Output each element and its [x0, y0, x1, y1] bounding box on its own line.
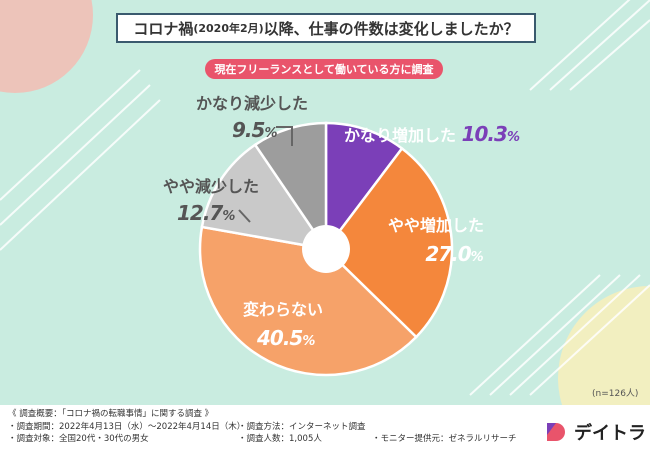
label-slightly-decreased-name: やや減少した [163, 177, 260, 196]
label-slightly-increased: やや増加した 27.0% [388, 216, 485, 265]
label-unchanged-unit: % [302, 334, 315, 349]
label-slightly-decreased-unit: % [222, 209, 235, 224]
label-greatly-decreased-name: かなり減少した [196, 94, 309, 113]
survey-target-text: 調査対象：全国20代・30代の男女 [16, 434, 149, 444]
survey-people: ・調査人数：1,005人 [238, 434, 322, 444]
label-greatly-decreased-unit: % [264, 126, 277, 141]
label-slightly-increased-value: 27.0% [424, 244, 484, 264]
survey-target-badge: 現在フリーランスとして働いている方に調査 [205, 59, 443, 79]
survey-footer: 《 調査概要：「コロナ禍の転職事情」に関する調査 》 ・調査期間：2022年4月… [0, 405, 650, 450]
label-unchanged-num: 40.5 [257, 326, 303, 350]
background-decoration [0, 0, 650, 405]
label-greatly-decreased-value: 9.5% [232, 120, 308, 140]
label-greatly-decreased: かなり減少した 9.5% [196, 94, 309, 141]
survey-method-text: 調査方法：インターネット調査 [246, 422, 366, 432]
pie-chart [198, 121, 454, 377]
label-greatly-increased-name: かなり増加した [344, 126, 457, 145]
sample-size-note: (n=126人) [592, 389, 639, 399]
title-text-date: (2020年2月) [193, 22, 264, 35]
survey-period-text: 調査期間：2022年4月13日（水）～2022年4月14日（木） [16, 422, 246, 432]
label-greatly-increased-num: 10.3 [461, 122, 508, 146]
survey-period: ・調査期間：2022年4月13日（水）～2022年4月14日（木） [8, 422, 246, 432]
label-greatly-increased: かなり増加した 10.3% [344, 122, 520, 146]
title-text-question: 以降、仕事の件数は変化しましたか？ [263, 19, 519, 38]
survey-target: ・調査対象：全国20代・30代の男女 [8, 434, 149, 444]
brand-mark-icon [547, 423, 565, 441]
corner-circle-yellow [558, 286, 650, 405]
slice-slightly-increased [324, 146, 454, 339]
survey-provider-text: モニター提供元：ゼネラルリサーチ [380, 434, 517, 444]
label-slightly-decreased-num: 12.7 [177, 201, 223, 225]
donut-hole [302, 225, 350, 273]
label-slightly-increased-num: 27.0 [425, 242, 471, 266]
label-greatly-decreased-num: 9.5 [232, 118, 265, 142]
label-greatly-increased-unit: % [506, 130, 520, 145]
brand-logo: デイトラ [544, 419, 646, 445]
label-unchanged: 変わらない 40.5% [243, 300, 324, 349]
label-unchanged-name: 変わらない [243, 300, 324, 319]
label-slightly-decreased: やや減少した 12.7% [163, 177, 260, 224]
survey-title: 《 調査概要：「コロナ禍の転職事情」に関する調査 》 [8, 409, 214, 419]
brand-name: デイトラ [574, 423, 646, 444]
diagonal-lines [0, 0, 650, 396]
label-slightly-increased-name: やや増加した [388, 216, 485, 235]
survey-people-text: 調査人数：1,005人 [246, 434, 322, 444]
survey-provider: ・モニター提供元：ゼネラルリサーチ [372, 434, 517, 444]
slice-unchanged [198, 225, 418, 377]
title-text-main: コロナ禍 [133, 19, 194, 38]
corner-circle-pink [0, 0, 93, 93]
slice-greatly-increased [324, 121, 404, 253]
chart-title: コロナ禍 (2020年2月) 以降、仕事の件数は変化しましたか？ [116, 13, 536, 43]
survey-method: ・調査方法：インターネット調査 [238, 422, 366, 432]
label-slightly-increased-unit: % [470, 250, 484, 265]
label-unchanged-value: 40.5% [257, 328, 323, 348]
label-greatly-increased-value: 10.3% [461, 122, 520, 146]
slice-slightly-decreased [200, 143, 329, 251]
label-slightly-decreased-value: 12.7% [177, 203, 259, 223]
